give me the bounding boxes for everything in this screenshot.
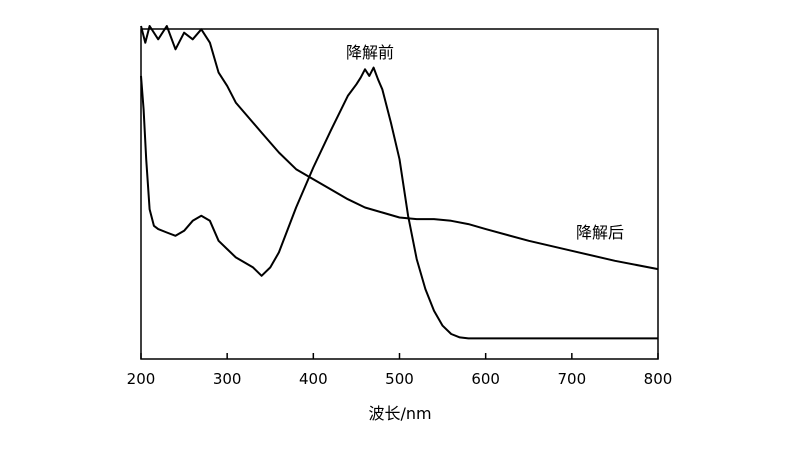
x-tick-label: 600 — [471, 370, 500, 388]
x-tick-label: 800 — [644, 370, 673, 388]
series-label-2: 降解后 — [576, 223, 624, 242]
x-tick-label: 700 — [558, 370, 587, 388]
series-line-1 — [140, 66, 658, 340]
plot-curves — [140, 25, 659, 340]
x-tick-label: 400 — [299, 370, 328, 388]
x-tick-label: 200 — [127, 370, 156, 388]
x-axis-title: 波长/nm — [368, 404, 431, 423]
x-axis-ticks: 200 300 400 500 600 700 800 — [127, 353, 673, 388]
plot-frame — [140, 28, 659, 360]
x-tick-label: 500 — [385, 370, 414, 388]
x-tick-label: 300 — [213, 370, 242, 388]
series-label-1: 降解前 — [346, 43, 394, 62]
series-line-2 — [140, 25, 659, 271]
